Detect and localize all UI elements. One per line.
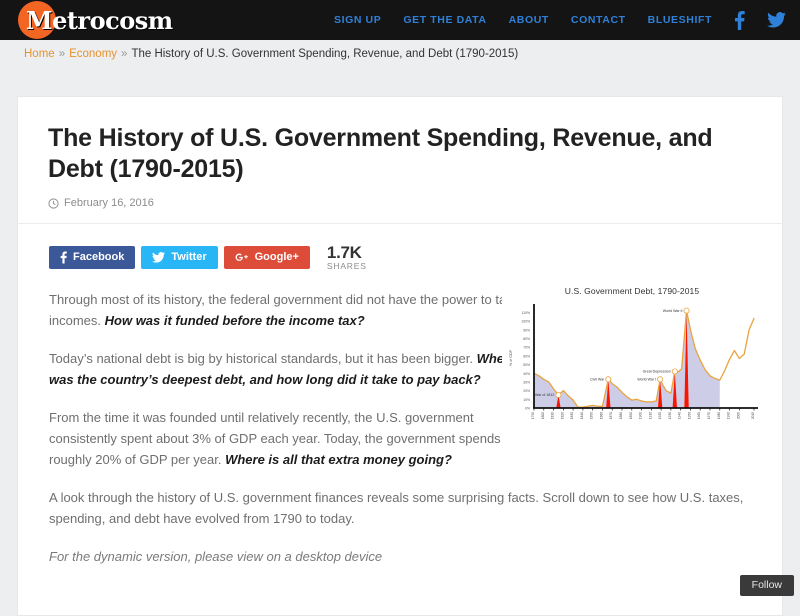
share-google-plus-button[interactable]: Google+	[224, 246, 310, 269]
share-facebook-button[interactable]: Facebook	[49, 246, 135, 269]
share-facebook-label: Facebook	[73, 251, 124, 263]
svg-text:1830: 1830	[570, 412, 574, 419]
svg-text:2015: 2015	[751, 412, 755, 419]
share-twitter-label: Twitter	[171, 251, 206, 263]
svg-text:Great Depression: Great Depression	[643, 369, 671, 373]
svg-text:0%: 0%	[525, 406, 530, 410]
svg-text:60%: 60%	[523, 354, 530, 358]
twitter-icon	[152, 252, 165, 263]
post-date: February 16, 2016	[48, 197, 752, 209]
svg-text:1960: 1960	[697, 412, 701, 419]
facebook-icon[interactable]	[734, 11, 745, 30]
svg-text:1940: 1940	[678, 412, 682, 419]
facebook-icon	[60, 251, 67, 264]
nav-get-the-data[interactable]: GET THE DATA	[403, 14, 486, 26]
svg-text:1930: 1930	[668, 412, 672, 419]
nav-about[interactable]: ABOUT	[509, 14, 549, 26]
follow-button[interactable]: Follow	[740, 575, 794, 596]
svg-text:30%: 30%	[523, 380, 530, 384]
breadcrumb-separator-1: »	[59, 48, 65, 60]
svg-text:90%: 90%	[523, 328, 530, 332]
svg-text:70%: 70%	[523, 345, 530, 349]
svg-text:1990: 1990	[727, 412, 731, 419]
share-twitter-button[interactable]: Twitter	[141, 246, 217, 269]
paragraph-2-lead: Today’s national debt is big by historic…	[49, 351, 477, 366]
site-header: Metrocosm SIGN UP GET THE DATA ABOUT CON…	[0, 0, 800, 40]
svg-text:World War I: World War I	[637, 377, 656, 381]
paragraph-3: From the time it was founded until relat…	[49, 407, 531, 470]
breadcrumb-economy[interactable]: Economy	[69, 48, 117, 60]
svg-text:10%: 10%	[523, 398, 530, 402]
paragraph-2: Today’s national debt is big by historic…	[49, 348, 531, 390]
svg-text:1890: 1890	[629, 412, 633, 419]
twitter-icon[interactable]	[767, 12, 786, 28]
post-body: U.S. Government Debt, 1790-2015 0%10%20%…	[18, 289, 782, 608]
svg-text:80%: 80%	[523, 337, 530, 341]
breadcrumb-current: The History of U.S. Government Spending,…	[131, 48, 518, 60]
svg-text:1920: 1920	[658, 412, 662, 419]
svg-text:1880: 1880	[619, 412, 623, 419]
clock-icon	[48, 198, 59, 209]
chart-title: U.S. Government Debt, 1790-2015	[502, 281, 762, 296]
svg-text:20%: 20%	[523, 389, 530, 393]
svg-text:1790: 1790	[531, 412, 535, 419]
nav-blueshift[interactable]: BLUESHIFT	[648, 14, 712, 26]
debt-chart: U.S. Government Debt, 1790-2015 0% 10% 20%…	[502, 281, 762, 446]
share-count: 1.7K SHARES	[327, 244, 367, 271]
nav-contact[interactable]: CONTACT	[571, 14, 626, 26]
svg-text:1850: 1850	[590, 412, 594, 419]
main-navigation: SIGN UP GET THE DATA ABOUT CONTACT BLUES…	[334, 11, 786, 30]
body-column: Through most of its history, the federal…	[49, 289, 531, 470]
breadcrumb-separator-2: »	[121, 48, 127, 60]
article-card: The History of U.S. Government Spending,…	[17, 96, 783, 616]
svg-text:100%: 100%	[521, 319, 530, 323]
google-plus-icon	[235, 252, 249, 263]
site-logo[interactable]: Metrocosm	[18, 0, 173, 40]
paragraph-4: A look through the history of U.S. gover…	[49, 487, 751, 529]
share-bar: Facebook Twitter Google+ 1.7K SHARES	[18, 224, 782, 289]
share-count-label: SHARES	[327, 262, 367, 271]
breadcrumb-home[interactable]: Home	[24, 48, 55, 60]
svg-text:2000: 2000	[736, 412, 740, 419]
share-count-number: 1.7K	[327, 244, 367, 262]
svg-text:World War II: World War II	[663, 309, 683, 313]
svg-text:Civil War: Civil War	[590, 377, 605, 381]
svg-text:50%: 50%	[523, 363, 530, 367]
page-title: The History of U.S. Government Spending,…	[48, 123, 752, 185]
svg-text:40%: 40%	[523, 372, 530, 376]
svg-text:1840: 1840	[580, 412, 584, 419]
breadcrumb: Home » Economy » The History of U.S. Gov…	[0, 40, 800, 68]
paragraph-1-question: How was it funded before the income tax?	[105, 313, 365, 328]
svg-text:1950: 1950	[687, 412, 691, 419]
paragraph-1: Through most of its history, the federal…	[49, 289, 531, 331]
svg-text:1820: 1820	[560, 412, 564, 419]
svg-text:1860: 1860	[599, 412, 603, 419]
logo-text: Metrocosm	[18, 6, 173, 35]
chart-canvas: 0% 10% 20% 30% 40% 50% 60% 70% 80% 90% 100% 110% % o…	[502, 296, 762, 446]
svg-text:1980: 1980	[717, 412, 721, 419]
svg-text:1910: 1910	[648, 412, 652, 419]
paragraph-3-question: Where is all that extra money going?	[225, 452, 452, 467]
post-date-text: February 16, 2016	[64, 197, 154, 209]
svg-text:% of GDP: % of GDP	[509, 349, 513, 366]
post-header: The History of U.S. Government Spending,…	[18, 97, 782, 224]
svg-text:1970: 1970	[707, 412, 711, 419]
svg-text:1810: 1810	[551, 412, 555, 419]
svg-text:1870: 1870	[609, 412, 613, 419]
paragraph-5-note: For the dynamic version, please view on …	[49, 546, 751, 567]
share-google-label: Google+	[255, 251, 299, 263]
nav-sign-up[interactable]: SIGN UP	[334, 14, 381, 26]
svg-text:War of 1812: War of 1812	[535, 393, 554, 397]
svg-text:1800: 1800	[541, 412, 545, 419]
svg-text:110%: 110%	[522, 311, 530, 315]
svg-text:1900: 1900	[639, 412, 643, 419]
